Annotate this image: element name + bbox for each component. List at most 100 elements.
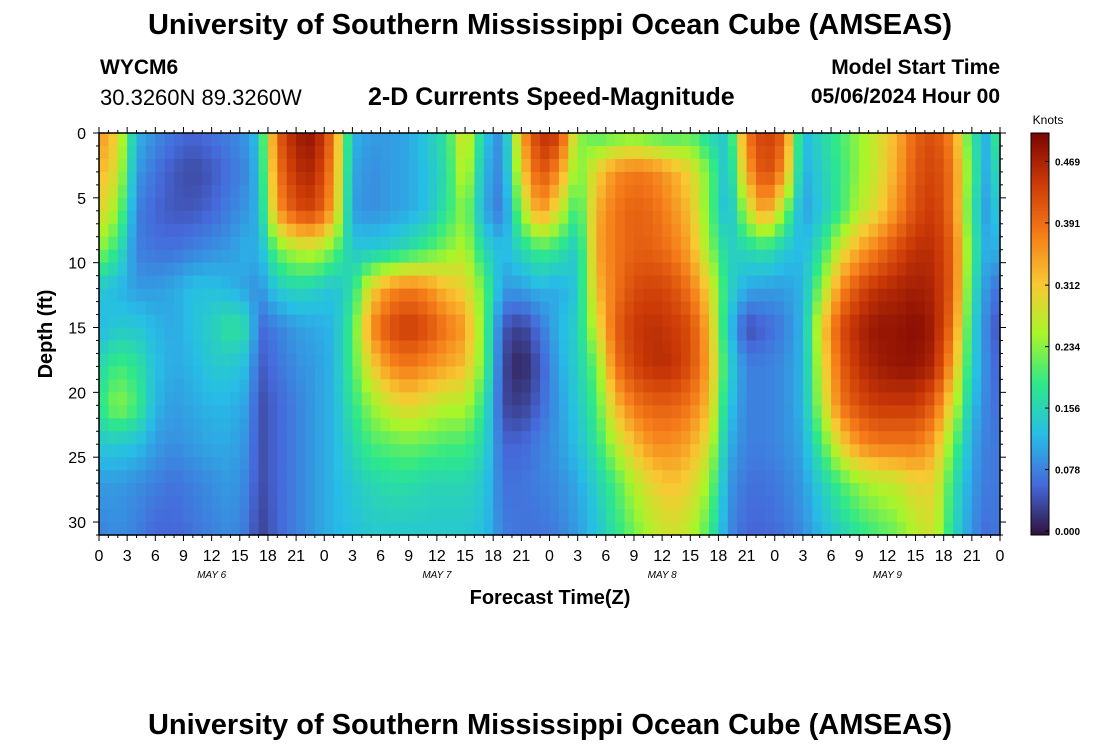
heatmap-cell: [305, 249, 316, 264]
heatmap-cell: [380, 509, 391, 523]
heatmap-cell: [455, 314, 466, 329]
heatmap-cell: [587, 288, 598, 303]
heatmap-cell: [155, 444, 166, 458]
heatmap-cell: [427, 457, 438, 471]
heatmap-cell: [906, 145, 917, 160]
heatmap-cell: [774, 340, 785, 355]
heatmap-cell: [558, 340, 569, 355]
heatmap-cell: [971, 184, 982, 199]
heatmap-cell: [474, 366, 485, 380]
heatmap-cell: [690, 392, 701, 406]
heatmap-cell: [746, 444, 757, 458]
heatmap-cell: [943, 418, 954, 432]
heatmap-cell: [530, 418, 541, 432]
heatmap-cell: [652, 327, 663, 342]
heatmap-cell: [943, 262, 954, 277]
heatmap-cell: [136, 301, 147, 316]
heatmap-cell: [802, 210, 813, 225]
heatmap-cell: [324, 223, 335, 238]
heatmap-cell: [558, 184, 569, 199]
heatmap-cell: [324, 470, 335, 484]
heatmap-cell: [117, 405, 128, 419]
heatmap-cell: [605, 288, 616, 303]
heatmap-cell: [662, 431, 673, 445]
heatmap-cell: [399, 392, 410, 406]
heatmap-cell: [136, 418, 147, 432]
heatmap-cell: [286, 457, 297, 471]
heatmap-cell: [577, 158, 588, 173]
heatmap-cell: [821, 496, 832, 510]
heatmap-cell: [877, 223, 888, 238]
heatmap-cell: [981, 522, 992, 536]
heatmap-cell: [671, 509, 682, 523]
heatmap-cell: [127, 405, 138, 419]
heatmap-cell: [371, 327, 382, 342]
heatmap-cell: [887, 405, 898, 419]
heatmap-cell: [680, 301, 691, 316]
heatmap-cell: [493, 249, 504, 264]
heatmap-cell: [624, 496, 635, 510]
heatmap-cell: [136, 431, 147, 445]
heatmap-cell: [436, 171, 447, 186]
heatmap-cell: [117, 197, 128, 212]
heatmap-cell: [718, 133, 729, 147]
heatmap-cell: [436, 210, 447, 225]
heatmap-cell: [145, 392, 156, 406]
heatmap-cell: [934, 405, 945, 419]
heatmap-cell: [540, 327, 551, 342]
heatmap-cell: [709, 353, 720, 368]
heatmap-cell: [755, 522, 766, 536]
heatmap-cell: [511, 340, 522, 355]
heatmap-cell: [737, 431, 748, 445]
heatmap-cell: [643, 197, 654, 212]
heatmap-cell: [465, 405, 476, 419]
heatmap-cell: [361, 431, 372, 445]
heatmap-cell: [230, 496, 241, 510]
heatmap-cell: [924, 210, 935, 225]
heatmap-cell: [990, 223, 1001, 238]
heatmap-cell: [399, 457, 410, 471]
heatmap-cell: [258, 210, 269, 225]
heatmap-cell: [746, 249, 757, 264]
heatmap-cell: [511, 133, 522, 147]
heatmap-cell: [990, 366, 1001, 380]
heatmap-cell: [568, 210, 579, 225]
heatmap-cell: [577, 133, 588, 147]
heatmap-cell: [305, 275, 316, 290]
x-tick-label: 18: [259, 548, 277, 565]
heatmap-cell: [615, 509, 626, 523]
heatmap-cell: [108, 249, 119, 264]
heatmap-cell: [474, 275, 485, 290]
heatmap-cell: [211, 444, 222, 458]
heatmap-cell: [568, 288, 579, 303]
heatmap-cell: [859, 236, 870, 251]
heatmap-cell: [915, 133, 926, 147]
heatmap-cell: [352, 522, 363, 536]
heatmap-cell: [183, 327, 194, 342]
heatmap-cell: [718, 366, 729, 380]
heatmap-cell: [192, 158, 203, 173]
heatmap-cell: [352, 184, 363, 199]
heatmap-cell: [652, 184, 663, 199]
heatmap-cell: [831, 275, 842, 290]
heatmap-cell: [493, 288, 504, 303]
heatmap-cell: [812, 340, 823, 355]
heatmap-cell: [727, 457, 738, 471]
heatmap-cell: [427, 249, 438, 264]
heatmap-cell: [812, 470, 823, 484]
heatmap-cell: [624, 236, 635, 251]
heatmap-cell: [793, 223, 804, 238]
heatmap-cell: [971, 379, 982, 393]
heatmap-cell: [633, 392, 644, 406]
x-tick-label: 18: [484, 548, 502, 565]
heatmap-cell: [680, 522, 691, 536]
heatmap-cell: [408, 327, 419, 342]
heatmap-cell: [971, 262, 982, 277]
heatmap-cell: [896, 522, 907, 536]
heatmap-cell: [164, 210, 175, 225]
heatmap-cell: [493, 496, 504, 510]
heatmap-cell: [493, 327, 504, 342]
heatmap-cell: [202, 392, 213, 406]
heatmap-cell: [465, 483, 476, 497]
